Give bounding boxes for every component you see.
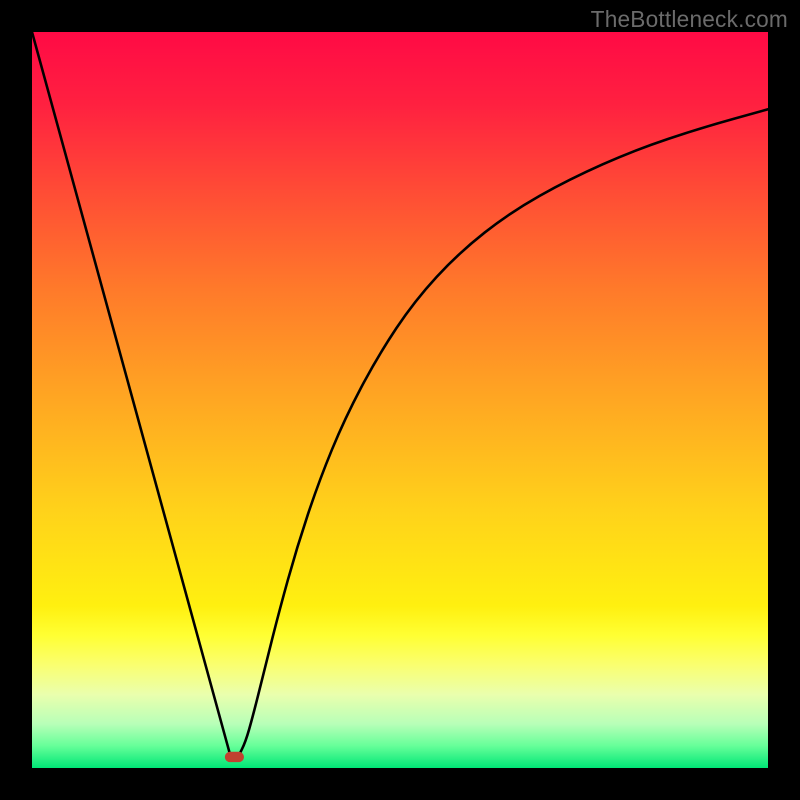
plot-area [32,32,768,768]
optimum-marker [225,752,244,762]
attribution-label: TheBottleneck.com [591,6,788,33]
chart-svg [32,32,768,768]
figure-root: TheBottleneck.com [0,0,800,800]
